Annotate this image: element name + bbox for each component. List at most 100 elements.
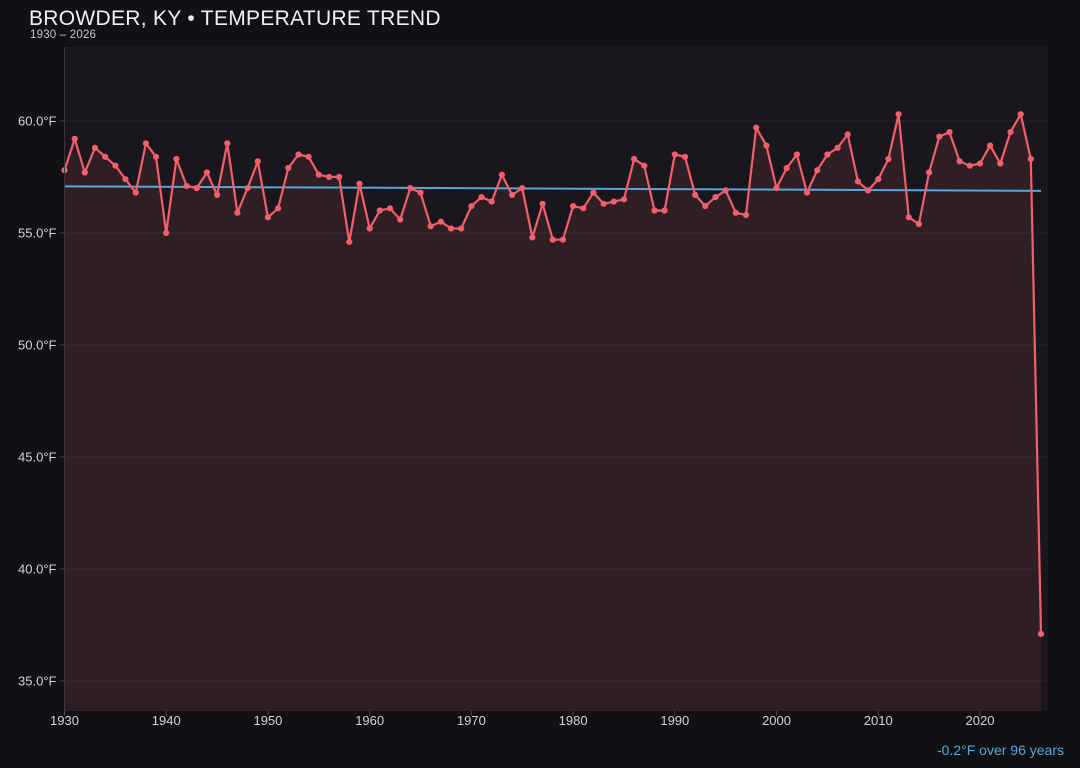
data-point xyxy=(315,171,322,178)
data-point xyxy=(346,238,353,245)
chart-title: BROWDER, KY • TEMPERATURE TREND xyxy=(29,7,441,30)
x-tick-label: 1960 xyxy=(355,713,384,728)
data-point xyxy=(519,185,526,192)
data-points-layer xyxy=(61,111,1045,638)
temperature-area-layer xyxy=(64,114,1041,711)
x-tick-label: 1940 xyxy=(152,713,181,728)
tick-labels-layer: 35.0°F 40.0°F 45.0°F 50.0°F 55.0°F 60.0°F 1930… xyxy=(18,113,994,728)
data-point xyxy=(498,171,505,178)
data-point xyxy=(987,142,994,149)
data-point xyxy=(132,189,139,196)
data-point xyxy=(122,176,129,183)
x-tick-label: 2000 xyxy=(762,713,791,728)
data-point xyxy=(732,209,739,216)
data-point xyxy=(854,178,862,185)
data-point xyxy=(234,209,241,216)
x-tick-label: 2020 xyxy=(966,713,995,728)
data-point xyxy=(570,203,577,210)
data-point xyxy=(325,173,333,180)
y-tick-label: 50.0°F xyxy=(18,337,57,352)
data-point xyxy=(936,133,943,140)
data-point xyxy=(427,223,434,230)
data-point xyxy=(885,155,892,163)
data-point xyxy=(722,187,729,194)
x-tick-label: 1970 xyxy=(457,713,486,728)
data-point xyxy=(458,225,465,232)
data-point xyxy=(681,153,689,160)
data-point xyxy=(386,205,394,212)
data-point xyxy=(1027,155,1034,163)
data-point xyxy=(397,216,404,223)
data-point xyxy=(671,151,678,158)
data-point xyxy=(905,214,912,221)
data-point xyxy=(142,140,149,147)
data-point xyxy=(478,194,485,201)
data-point xyxy=(692,191,699,198)
y-tick-label: 45.0°F xyxy=(18,449,57,464)
data-point xyxy=(712,194,719,201)
data-point xyxy=(376,207,383,214)
data-point xyxy=(102,153,109,160)
data-point xyxy=(580,205,587,212)
x-tick-label: 1950 xyxy=(253,713,282,728)
x-tick-label: 1990 xyxy=(660,713,689,728)
data-point xyxy=(91,144,99,151)
data-point xyxy=(152,153,160,160)
data-point xyxy=(437,218,444,225)
data-point xyxy=(651,207,658,214)
data-point xyxy=(926,169,933,176)
temperature-area xyxy=(64,114,1041,711)
data-point xyxy=(71,135,78,142)
data-point xyxy=(1037,630,1045,638)
data-point xyxy=(610,198,617,205)
data-point xyxy=(214,191,221,198)
trend-line-layer xyxy=(64,185,1042,192)
data-point xyxy=(976,160,984,167)
y-tick-label: 55.0°F xyxy=(18,225,57,240)
data-point xyxy=(966,162,973,169)
data-point xyxy=(539,200,546,207)
data-point xyxy=(753,124,760,131)
data-point xyxy=(834,144,841,151)
data-point xyxy=(875,176,882,183)
y-tick-label: 60.0°F xyxy=(18,113,57,128)
data-point xyxy=(275,205,282,212)
data-point xyxy=(508,191,516,198)
data-point xyxy=(661,207,668,214)
data-point xyxy=(631,155,638,163)
data-point xyxy=(559,236,567,243)
data-point xyxy=(407,185,414,192)
chart-subtitle: 1930 – 2026 xyxy=(30,29,97,41)
data-point xyxy=(814,167,821,174)
data-point xyxy=(336,173,343,180)
data-point xyxy=(620,196,628,203)
data-point xyxy=(600,200,607,207)
data-point xyxy=(193,185,200,192)
data-point xyxy=(244,185,251,192)
data-point xyxy=(112,162,119,169)
data-point xyxy=(417,189,424,196)
data-point xyxy=(468,203,475,210)
data-point xyxy=(549,236,556,243)
data-point xyxy=(183,182,190,189)
data-point xyxy=(641,162,648,169)
data-point xyxy=(173,155,180,163)
data-point xyxy=(1017,111,1024,118)
x-tick-label: 1930 xyxy=(50,713,79,728)
data-point xyxy=(824,151,831,158)
trend-line xyxy=(64,185,1042,192)
data-point xyxy=(366,225,373,232)
data-point xyxy=(803,189,811,196)
data-point xyxy=(203,169,210,176)
data-point xyxy=(529,234,536,241)
y-tick-label: 35.0°F xyxy=(18,673,57,688)
data-point xyxy=(447,225,455,232)
data-point xyxy=(356,180,363,187)
axis-layer xyxy=(60,47,981,716)
data-point xyxy=(81,169,88,176)
data-point xyxy=(844,131,851,138)
data-point xyxy=(773,185,780,192)
data-point xyxy=(163,229,170,236)
data-point xyxy=(895,111,902,118)
